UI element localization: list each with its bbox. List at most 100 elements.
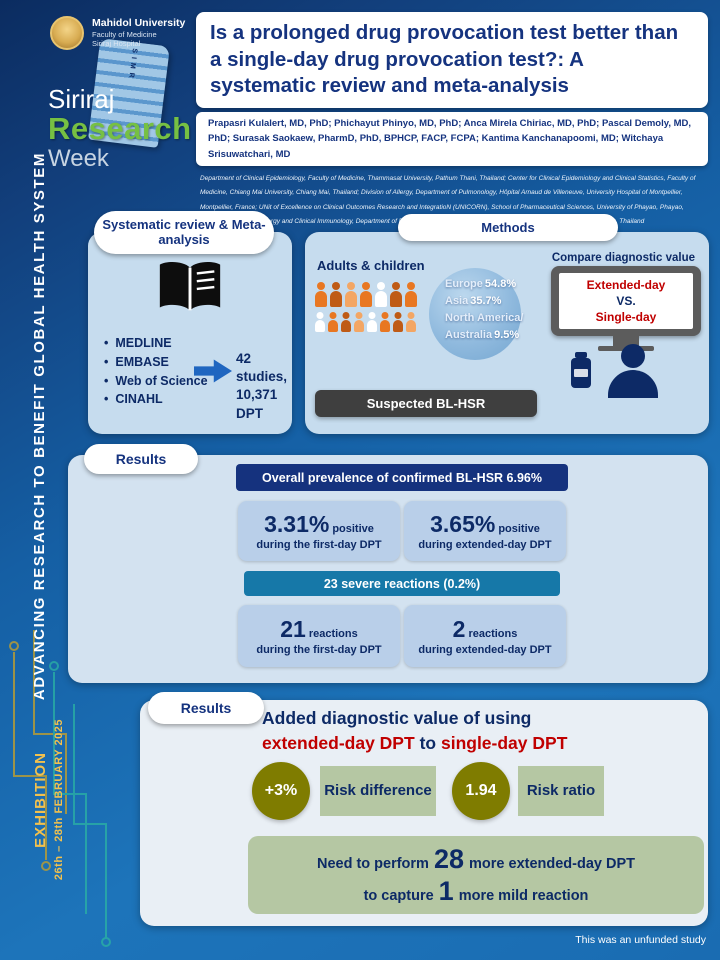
adults-row	[313, 282, 463, 308]
added-value-title-line1: Added diagnostic value of using	[262, 708, 532, 728]
card-value-line: 2 reactions	[452, 616, 518, 642]
exhibition-label: EXHIBITION	[32, 752, 49, 848]
university-name: Mahidol University	[92, 17, 186, 30]
card-value-line: 3.65% positive	[430, 511, 540, 537]
results2-label: Results	[180, 700, 232, 716]
results-added-value-panel: Added diagnostic value of using extended…	[140, 700, 708, 926]
database-item: EMBASE	[104, 353, 208, 372]
person-icon	[374, 282, 387, 308]
globe-icon	[429, 268, 521, 360]
slogan-text: ADVANCING RESEARCH TO BENEFIT GLOBAL HEA…	[30, 151, 48, 701]
circuit-decoration	[9, 630, 111, 947]
person-icon	[366, 312, 377, 332]
systematic-review-pill: Systematic review & Meta-analysis	[94, 211, 274, 254]
exhibition-block: EXHIBITION 26th – 28th FEBRUARY 2025	[32, 686, 65, 914]
person-icon	[329, 282, 342, 308]
vs-label: VS.	[616, 294, 636, 308]
university-logo-block: Mahidol University Faculty of Medicine S…	[50, 16, 185, 50]
logo-text: Mahidol University Faculty of Medicine S…	[92, 17, 185, 48]
suspected-bl-hsr-bar: Suspected BL-HSR	[315, 390, 537, 417]
card-value-line: 21 reactions	[280, 616, 358, 642]
monitor-frame: Extended-day VS. Single-day	[551, 266, 701, 336]
studies-count: 42 studies, 10,371 DPT	[236, 350, 292, 423]
results1-pill: Results	[84, 444, 198, 474]
methods-panel: Adults & children Compare diagnostic val…	[305, 232, 709, 434]
monitor-icon: Extended-day VS. Single-day	[551, 266, 701, 351]
nnt-box: Need to perform 28 more extended-day DPT t…	[248, 836, 704, 914]
poster-title-text: Is a prolonged drug provocation test bet…	[210, 21, 679, 98]
severe-reactions-text: 23 severe reactions (0.2%)	[323, 576, 481, 591]
monitor-stand	[613, 336, 639, 346]
risk-difference-circle: +3%	[252, 762, 310, 820]
brand-research: Research	[48, 111, 192, 147]
region-stats: Europe 54.8% Asia 35.7% North America/ Aus…	[445, 276, 525, 344]
faculty-name: Faculty of Medicine	[92, 29, 157, 39]
card-caption: during extended-day DPT	[418, 539, 552, 551]
added-value-title: Added diagnostic value of using extended…	[262, 706, 702, 755]
result-card-extended-day-reactions: 2 reactions during extended-day DPT	[404, 605, 566, 667]
book-icon	[154, 258, 226, 323]
result-card-first-day-reactions: 21 reactions during the first-day DPT	[238, 605, 400, 667]
compare-label: Compare diagnostic value	[551, 252, 695, 264]
result-card-first-day-positive: 3.31% positive during the first-day DPT	[238, 501, 400, 561]
methods-label: Methods	[481, 220, 535, 235]
nnt-line2: to capture 1 more mild reaction	[363, 875, 589, 906]
card-caption: during extended-day DPT	[418, 644, 552, 656]
risk-ratio-circle: 1.94	[452, 762, 510, 820]
pill-bottle-icon	[571, 352, 591, 388]
studies-line1: 42 studies,	[236, 351, 288, 385]
brand-week: Week	[48, 144, 109, 172]
card-caption: during the first-day DPT	[256, 644, 382, 656]
prevalence-header-bar: Overall prevalence of confirmed BL-HSR 6…	[236, 464, 568, 491]
patient-silhouette-icon	[605, 344, 661, 402]
person-icon	[353, 312, 364, 332]
results1-label: Results	[115, 451, 167, 467]
vertical-slogan: ADVANCING RESEARCH TO BENEFIT GLOBAL HEA…	[18, 152, 60, 700]
database-item: MEDLINE	[104, 334, 208, 353]
authors-text: Prapasri Kulalert, MD, PhD; Phichayut Ph…	[208, 118, 692, 160]
systematic-review-panel: MEDLINE EMBASE Web of Science CINAHL 42 …	[88, 232, 292, 434]
building-label: SIMR	[126, 47, 138, 83]
card-caption: during the first-day DPT	[256, 539, 382, 551]
suspected-label: Suspected BL-HSR	[366, 396, 486, 411]
systematic-review-label: Systematic review & Meta-analysis	[102, 216, 266, 247]
database-item: CINAHL	[104, 390, 208, 409]
siriraj-research-week-brand: Siriraj Research Week	[48, 84, 192, 172]
authors-box: Prapasri Kulalert, MD, PhD; Phichayut Ph…	[196, 112, 708, 166]
person-icon	[340, 312, 351, 332]
population-icons	[313, 282, 463, 336]
database-item: Web of Science	[104, 372, 207, 391]
added-value-title-line2: extended-day DPT to single-day DPT	[262, 732, 568, 753]
extended-day-label: Extended-day	[586, 278, 666, 292]
silhouette-head	[621, 344, 645, 368]
single-day-label: Single-day	[595, 310, 657, 324]
severe-reactions-bar: 23 severe reactions (0.2%)	[244, 571, 560, 596]
brand-siriraj: Siriraj	[48, 84, 115, 114]
person-icon	[405, 312, 416, 332]
adults-children-label: Adults & children	[317, 258, 425, 273]
silhouette-body	[608, 370, 658, 398]
results2-pill: Results	[148, 692, 264, 724]
monitor-screen: Extended-day VS. Single-day	[559, 273, 693, 329]
mahidol-emblem-icon	[50, 16, 84, 50]
results-prevalence-panel: Overall prevalence of confirmed BL-HSR 6…	[68, 455, 708, 683]
region-line: Europe 54.8%	[445, 278, 517, 290]
region-line: Asia 35.7%	[445, 295, 502, 308]
exhibition-dates: 26th – 28th FEBRUARY 2025	[53, 719, 65, 881]
region-line: Australia 9.5%	[445, 329, 520, 342]
person-icon	[314, 282, 327, 308]
person-icon	[314, 312, 325, 332]
risk-difference-box: Risk difference	[320, 766, 436, 816]
hospital-name: Siriraj Hospital	[92, 39, 141, 49]
prevalence-header-text: Overall prevalence of confirmed BL-HSR 6…	[262, 470, 542, 485]
person-icon	[392, 312, 403, 332]
person-icon	[404, 282, 417, 308]
poster-title: Is a prolonged drug provocation test bet…	[196, 12, 708, 108]
funding-note: This was an unfunded study	[575, 934, 706, 946]
person-icon	[344, 282, 357, 308]
person-icon	[379, 312, 390, 332]
result-card-extended-day-positive: 3.65% positive during extended-day DPT	[404, 501, 566, 561]
database-list: MEDLINE EMBASE Web of Science CINAHL	[104, 334, 208, 409]
person-icon	[389, 282, 402, 308]
